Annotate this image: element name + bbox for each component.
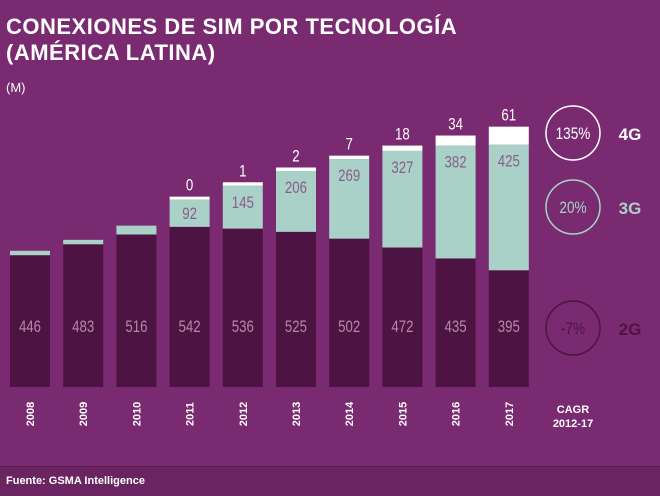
chart-title-line-2: (AMÉRICA LATINA): [6, 40, 216, 65]
legend-label-2g: 2G: [619, 320, 642, 339]
bar-3g-2013: [276, 170, 316, 232]
bar-3g-2010: [116, 225, 157, 235]
chart-title-line-1: CONEXIONES DE SIM POR TECNOLOGÍA: [6, 14, 458, 39]
bar-2g-2012: [222, 228, 263, 387]
legend-label-4g: 4G: [619, 125, 642, 144]
value-label-4g-2011: 0: [186, 176, 193, 195]
value-label-2g-2012: 536: [232, 318, 254, 337]
value-label-4g-2014: 7: [346, 135, 353, 154]
bar-3g-2011: [169, 199, 210, 227]
x-tick-label-2010: 2010: [131, 402, 143, 426]
bar-2g-2008: [10, 255, 50, 387]
bar-3g-2016: [435, 145, 476, 259]
bar-3g-2009: [63, 239, 104, 245]
bar-3g-2017: [488, 144, 529, 271]
value-label-2g-2014: 502: [338, 318, 360, 337]
bar-3g-2015: [382, 150, 423, 248]
bar-2g-2017: [488, 270, 529, 387]
bar-3g-2008: [10, 250, 50, 256]
value-label-3g-2015: 327: [391, 158, 413, 177]
bar-2g-2009: [63, 244, 104, 387]
x-tick-label-2011: 2011: [185, 402, 197, 426]
value-label-4g-2013: 2: [292, 147, 299, 166]
value-label-2g-2013: 525: [285, 318, 307, 337]
source-note: Fuente: GSMA Intelligence: [6, 475, 145, 487]
bar-4g-2017: [488, 126, 529, 145]
value-label-4g-2015: 18: [395, 125, 410, 144]
x-tick-label-2013: 2013: [291, 402, 303, 426]
x-tick-label-2012: 2012: [238, 402, 250, 426]
cagr-title: CAGR: [557, 404, 589, 416]
bar-4g-2013: [276, 167, 316, 171]
bar-2g-2014: [329, 238, 370, 387]
cagr-period: 2012-17: [553, 418, 593, 430]
bar-4g-2014: [329, 155, 370, 160]
value-label-3g-2012: 145: [232, 193, 254, 212]
cagr-circle-2g: [545, 300, 601, 356]
chart-title: CONEXIONES DE SIM POR TECNOLOGÍA (AMÉRIC…: [6, 14, 526, 66]
value-label-2g-2016: 435: [445, 318, 467, 337]
bar-4g-2011: [169, 196, 210, 200]
stacked-bar-chart: 446 2008 483 2009 516 2010 542 92 0 2011 536 145 1 20…: [10, 105, 642, 430]
value-label-3g-2011: 92: [182, 205, 197, 224]
value-label-2g-2011: 542: [179, 318, 201, 337]
bar-4g-2012: [222, 182, 263, 186]
value-label-3g-2016: 382: [445, 153, 467, 172]
bar-2g-2010: [116, 234, 157, 387]
value-label-4g-2017: 61: [501, 106, 516, 125]
value-label-3g-2014: 269: [338, 167, 360, 186]
bar-4g-2016: [435, 135, 476, 146]
value-label-4g-2016: 34: [448, 115, 463, 134]
bar-2g-2013: [276, 231, 316, 387]
cagr-circle-3g: [545, 179, 601, 235]
x-tick-label-2015: 2015: [397, 402, 409, 426]
value-label-3g-2017: 425: [498, 152, 520, 171]
x-tick-label-2017: 2017: [504, 402, 516, 426]
footer-bar: Fuente: GSMA Intelligence: [0, 466, 660, 496]
bar-2g-2015: [382, 247, 423, 387]
value-label-4g-2012: 1: [239, 162, 246, 181]
value-label-2g-2008: 446: [19, 318, 41, 337]
cagr-circle-4g: [545, 105, 601, 161]
bar-2g-2016: [435, 258, 476, 387]
cagr-value-3g: 20%: [559, 199, 586, 218]
x-tick-label-2016: 2016: [451, 402, 463, 426]
value-label-2g-2015: 472: [391, 318, 413, 337]
bar-3g-2012: [222, 185, 263, 229]
unit-label: (M): [6, 80, 26, 95]
value-label-3g-2013: 206: [285, 178, 307, 197]
cagr-value-4g: 135%: [556, 125, 591, 144]
value-label-2g-2017: 395: [498, 318, 520, 337]
x-tick-label-2009: 2009: [78, 402, 90, 426]
bar-2g-2011: [169, 226, 210, 387]
value-label-2g-2010: 516: [125, 318, 147, 337]
x-tick-label-2008: 2008: [25, 402, 37, 426]
cagr-value-2g: -7%: [561, 320, 585, 339]
bar-4g-2015: [382, 145, 423, 151]
value-label-2g-2009: 483: [72, 318, 94, 337]
x-tick-label-2014: 2014: [344, 401, 356, 426]
legend-label-3g: 3G: [619, 199, 642, 218]
bar-3g-2014: [329, 159, 370, 239]
